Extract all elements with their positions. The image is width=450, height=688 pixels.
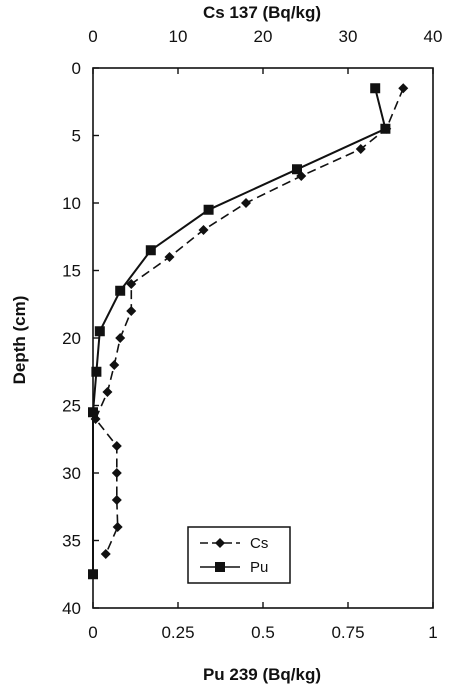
bottom-tick-label: 1 xyxy=(428,623,437,642)
cs-point xyxy=(102,387,113,397)
top-tick-label: 10 xyxy=(169,27,188,46)
pu-series-line xyxy=(92,88,387,575)
pu-point xyxy=(370,83,381,94)
axis-ticks: 0 5 10 15 20 25 30 35 40 0 10 20 30 40 0 0.25 0.5 0.75 1 xyxy=(62,27,442,642)
y-tick-label: 35 xyxy=(62,532,81,551)
bottom-axis-title: Pu 239 (Bq/kg) xyxy=(203,665,321,684)
cs-point xyxy=(126,306,137,316)
cs-point xyxy=(355,144,366,154)
y-tick-label: 40 xyxy=(62,599,81,618)
y-tick-label: 20 xyxy=(62,329,81,348)
cs-point xyxy=(241,198,251,208)
cs-point xyxy=(198,225,209,235)
cs-point xyxy=(164,252,175,262)
y-tick-label: 25 xyxy=(62,397,81,416)
cs-point xyxy=(111,441,122,451)
cs-point xyxy=(111,468,122,478)
cs-point xyxy=(115,333,126,343)
cs-point xyxy=(109,360,120,370)
pu-point xyxy=(88,407,98,418)
bottom-tick-label: 0.5 xyxy=(251,623,275,642)
bottom-tick-label: 0 xyxy=(88,623,97,642)
pu-point xyxy=(88,569,98,580)
legend-pu-marker xyxy=(215,562,225,572)
pu-point xyxy=(203,204,214,215)
top-tick-label: 20 xyxy=(254,27,273,46)
pu-point xyxy=(145,245,156,256)
cs-point xyxy=(112,522,123,532)
cs-point xyxy=(398,83,409,94)
top-tick-label: 0 xyxy=(88,27,97,46)
legend: Cs Pu xyxy=(187,526,291,584)
legend-cs-marker xyxy=(215,538,225,548)
legend-box xyxy=(187,526,291,584)
legend-cs-label: Cs xyxy=(250,535,268,552)
y-tick-label: 30 xyxy=(62,464,81,483)
pu-point xyxy=(292,164,302,175)
cs-series-line xyxy=(94,87,405,555)
pu-point xyxy=(94,326,105,337)
y-tick-label: 10 xyxy=(62,194,81,213)
series-layer xyxy=(88,83,409,580)
legend-pu-label: Pu xyxy=(250,559,268,576)
bottom-tick-label: 0.25 xyxy=(161,623,194,642)
top-tick-label: 30 xyxy=(339,27,358,46)
bottom-tick-label: 0.75 xyxy=(331,623,364,642)
y-tick-label: 5 xyxy=(72,127,81,146)
top-tick-label: 40 xyxy=(424,27,443,46)
y-tick-label: 0 xyxy=(72,59,81,78)
cs-point xyxy=(100,549,111,559)
y-axis-title: Depth (cm) xyxy=(10,296,29,385)
pu-point xyxy=(380,123,391,134)
pu-point xyxy=(91,366,102,377)
top-axis-title: Cs 137 (Bq/kg) xyxy=(203,3,321,22)
pu-point xyxy=(115,285,126,296)
cs-point xyxy=(126,279,137,289)
cs-point xyxy=(111,495,122,505)
y-tick-label: 15 xyxy=(62,262,81,281)
